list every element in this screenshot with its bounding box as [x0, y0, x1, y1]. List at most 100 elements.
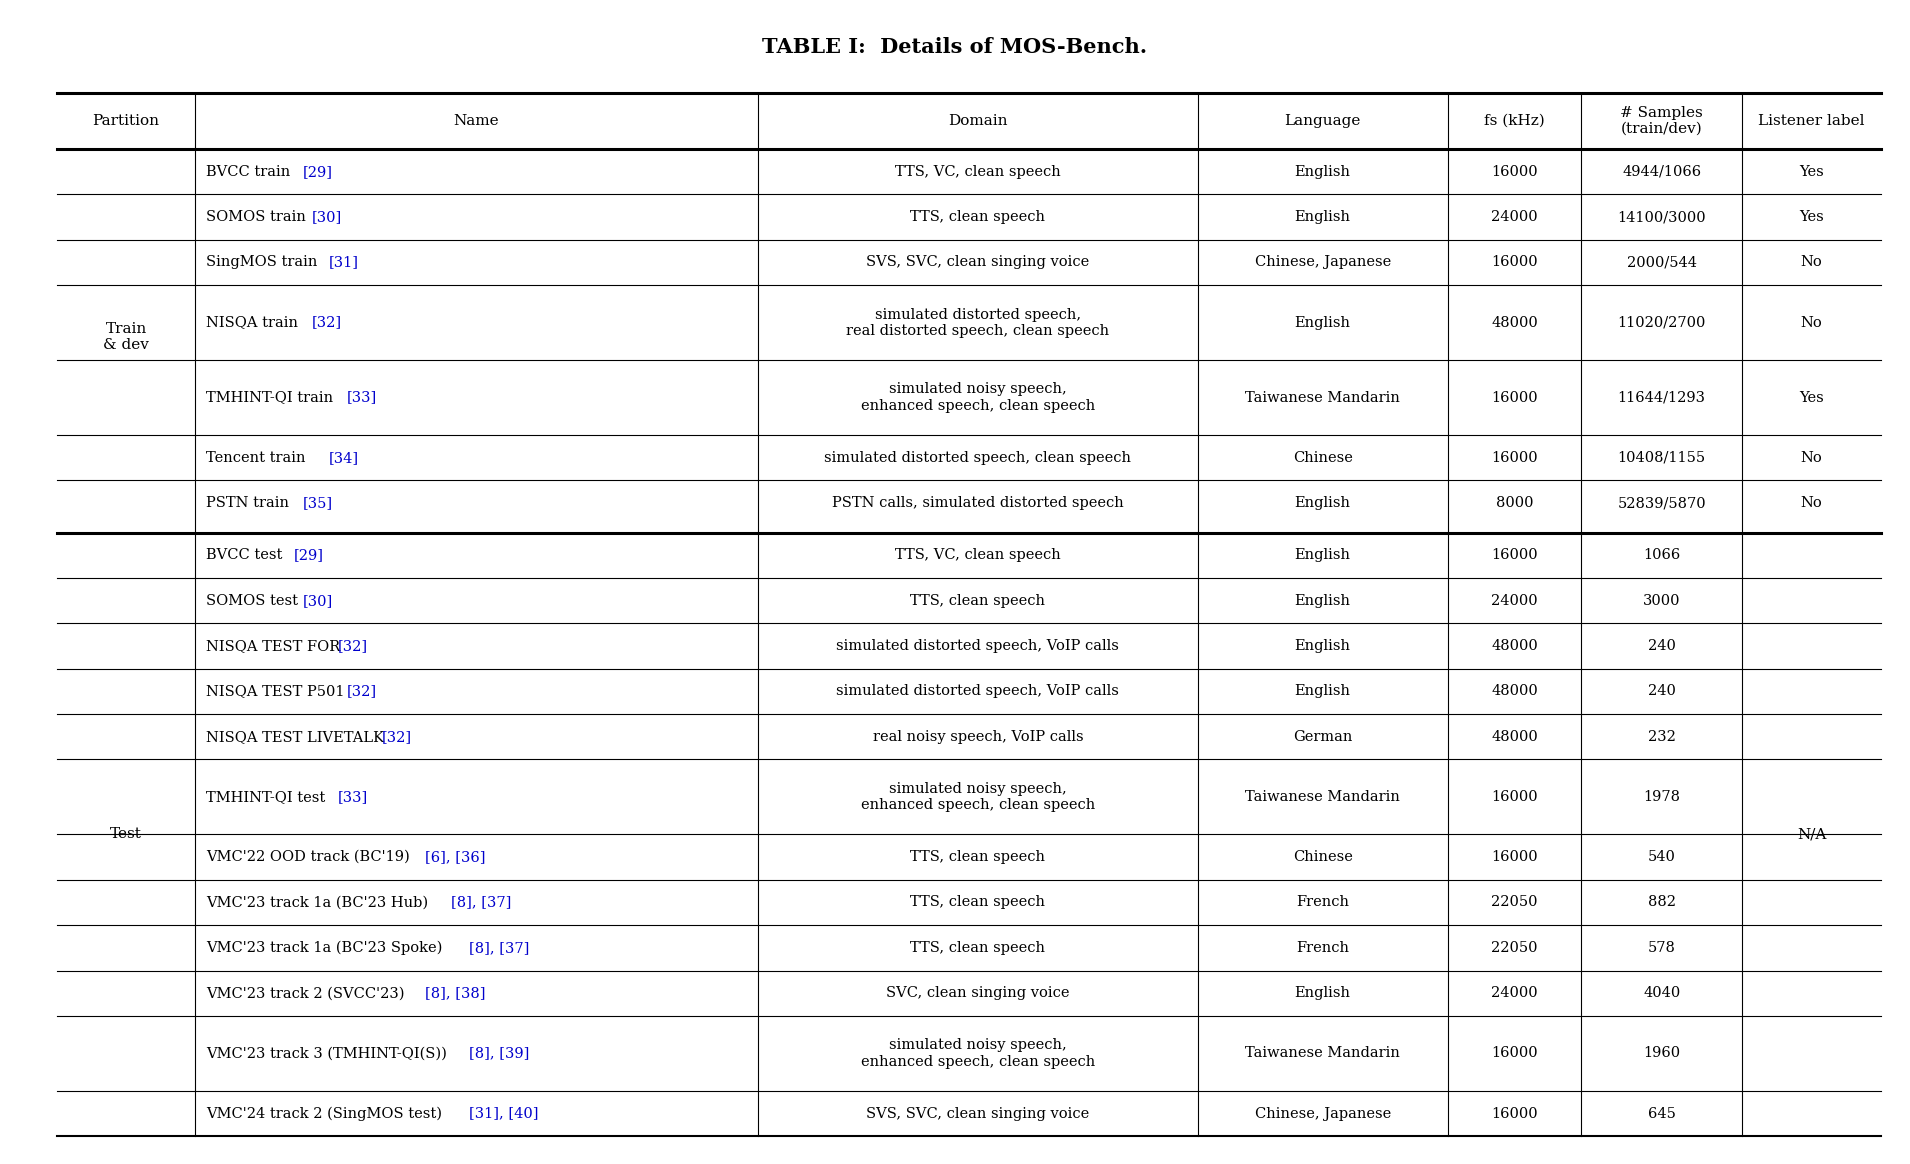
Text: 16000: 16000 [1492, 255, 1538, 270]
Text: VMC'24 track 2 (SingMOS test): VMC'24 track 2 (SingMOS test) [206, 1106, 447, 1121]
Text: simulated noisy speech,
enhanced speech, clean speech: simulated noisy speech, enhanced speech,… [861, 1038, 1094, 1069]
Text: 48000: 48000 [1492, 315, 1538, 329]
Text: Chinese, Japanese: Chinese, Japanese [1255, 255, 1390, 270]
Text: Train
& dev: Train & dev [103, 322, 149, 353]
Text: Chinese: Chinese [1293, 850, 1352, 864]
Text: French: French [1297, 895, 1348, 909]
Text: 11020/2700: 11020/2700 [1618, 315, 1706, 329]
Text: NISQA TEST FOR: NISQA TEST FOR [206, 639, 346, 653]
Text: [35]: [35] [302, 496, 332, 510]
Text: [32]: [32] [346, 684, 376, 698]
Text: 24000: 24000 [1492, 210, 1538, 225]
Text: Partition: Partition [92, 114, 160, 128]
Text: TTS, clean speech: TTS, clean speech [911, 594, 1045, 608]
Text: [6], [36]: [6], [36] [426, 850, 485, 864]
Text: English: English [1295, 548, 1350, 562]
Text: 16000: 16000 [1492, 1046, 1538, 1060]
Text: [8], [39]: [8], [39] [468, 1046, 529, 1060]
Text: [30]: [30] [302, 594, 332, 608]
Text: 578: 578 [1648, 941, 1675, 954]
Text: 22050: 22050 [1492, 895, 1538, 909]
Text: SOMOS test: SOMOS test [206, 594, 304, 608]
Text: [8], [37]: [8], [37] [451, 895, 512, 909]
Text: [29]: [29] [294, 548, 325, 562]
Text: VMC'23 track 1a (BC'23 Spoke): VMC'23 track 1a (BC'23 Spoke) [206, 941, 447, 956]
Text: TTS, VC, clean speech: TTS, VC, clean speech [896, 548, 1060, 562]
Text: English: English [1295, 315, 1350, 329]
Text: Yes: Yes [1799, 210, 1824, 225]
Text: real noisy speech, VoIP calls: real noisy speech, VoIP calls [873, 730, 1083, 744]
Text: Domain: Domain [947, 114, 1008, 128]
Text: VMC'22 OOD track (BC'19): VMC'22 OOD track (BC'19) [206, 850, 414, 864]
Text: 11644/1293: 11644/1293 [1618, 390, 1706, 405]
Text: 48000: 48000 [1492, 730, 1538, 744]
Text: TTS, clean speech: TTS, clean speech [911, 941, 1045, 954]
Text: No: No [1801, 255, 1822, 270]
Text: VMC'23 track 2 (SVCC'23): VMC'23 track 2 (SVCC'23) [206, 986, 409, 1000]
Text: [32]: [32] [382, 730, 411, 744]
Text: Taiwanese Mandarin: Taiwanese Mandarin [1245, 390, 1400, 405]
Text: English: English [1295, 639, 1350, 653]
Text: SVS, SVC, clean singing voice: SVS, SVC, clean singing voice [867, 1107, 1089, 1121]
Text: 240: 240 [1648, 684, 1675, 698]
Text: 540: 540 [1648, 850, 1675, 864]
Text: simulated distorted speech, VoIP calls: simulated distorted speech, VoIP calls [837, 639, 1119, 653]
Text: 48000: 48000 [1492, 684, 1538, 698]
Text: N/A: N/A [1797, 828, 1826, 842]
Text: Language: Language [1285, 114, 1360, 128]
Text: 16000: 16000 [1492, 850, 1538, 864]
Text: [34]: [34] [329, 450, 359, 464]
Text: 24000: 24000 [1492, 594, 1538, 608]
Text: [29]: [29] [302, 164, 332, 179]
Text: 22050: 22050 [1492, 941, 1538, 954]
Text: simulated distorted speech, VoIP calls: simulated distorted speech, VoIP calls [837, 684, 1119, 698]
Text: 16000: 16000 [1492, 390, 1538, 405]
Text: [31]: [31] [329, 255, 359, 270]
Text: Name: Name [455, 114, 499, 128]
Text: English: English [1295, 496, 1350, 510]
Text: English: English [1295, 986, 1350, 1000]
Text: 1960: 1960 [1643, 1046, 1681, 1060]
Text: [32]: [32] [311, 315, 342, 329]
Text: Yes: Yes [1799, 390, 1824, 405]
Text: VMC'23 track 3 (TMHINT-QI(S)): VMC'23 track 3 (TMHINT-QI(S)) [206, 1046, 453, 1060]
Text: simulated noisy speech,
enhanced speech, clean speech: simulated noisy speech, enhanced speech,… [861, 782, 1094, 812]
Text: VMC'23 track 1a (BC'23 Hub): VMC'23 track 1a (BC'23 Hub) [206, 895, 434, 909]
Text: TTS, clean speech: TTS, clean speech [911, 210, 1045, 225]
Text: Yes: Yes [1799, 164, 1824, 179]
Text: 1066: 1066 [1643, 548, 1681, 562]
Text: fs (kHz): fs (kHz) [1484, 114, 1545, 128]
Text: German: German [1293, 730, 1352, 744]
Text: Taiwanese Mandarin: Taiwanese Mandarin [1245, 790, 1400, 804]
Text: [33]: [33] [346, 390, 376, 405]
Text: 2000/544: 2000/544 [1627, 255, 1696, 270]
Text: SOMOS train: SOMOS train [206, 210, 311, 225]
Text: English: English [1295, 164, 1350, 179]
Text: TMHINT-QI test: TMHINT-QI test [206, 790, 330, 804]
Text: 16000: 16000 [1492, 790, 1538, 804]
Text: 10408/1155: 10408/1155 [1618, 450, 1706, 464]
Text: 16000: 16000 [1492, 164, 1538, 179]
Text: Taiwanese Mandarin: Taiwanese Mandarin [1245, 1046, 1400, 1060]
Text: simulated noisy speech,
enhanced speech, clean speech: simulated noisy speech, enhanced speech,… [861, 383, 1094, 412]
Text: 240: 240 [1648, 639, 1675, 653]
Text: TTS, VC, clean speech: TTS, VC, clean speech [896, 164, 1060, 179]
Text: 8000: 8000 [1496, 496, 1534, 510]
Text: Chinese: Chinese [1293, 450, 1352, 464]
Text: TTS, clean speech: TTS, clean speech [911, 895, 1045, 909]
Text: 52839/5870: 52839/5870 [1618, 496, 1706, 510]
Text: [32]: [32] [338, 639, 367, 653]
Text: English: English [1295, 684, 1350, 698]
Text: No: No [1801, 315, 1822, 329]
Text: English: English [1295, 594, 1350, 608]
Text: 24000: 24000 [1492, 986, 1538, 1000]
Text: [8], [38]: [8], [38] [426, 986, 485, 1000]
Text: Test: Test [111, 828, 141, 842]
Text: 232: 232 [1648, 730, 1675, 744]
Text: NISQA TEST LIVETALK: NISQA TEST LIVETALK [206, 730, 390, 744]
Text: # Samples
(train/dev): # Samples (train/dev) [1620, 106, 1704, 136]
Text: [31], [40]: [31], [40] [468, 1107, 539, 1121]
Text: SingMOS train: SingMOS train [206, 255, 323, 270]
Text: 3000: 3000 [1643, 594, 1681, 608]
Text: PSTN calls, simulated distorted speech: PSTN calls, simulated distorted speech [833, 496, 1123, 510]
